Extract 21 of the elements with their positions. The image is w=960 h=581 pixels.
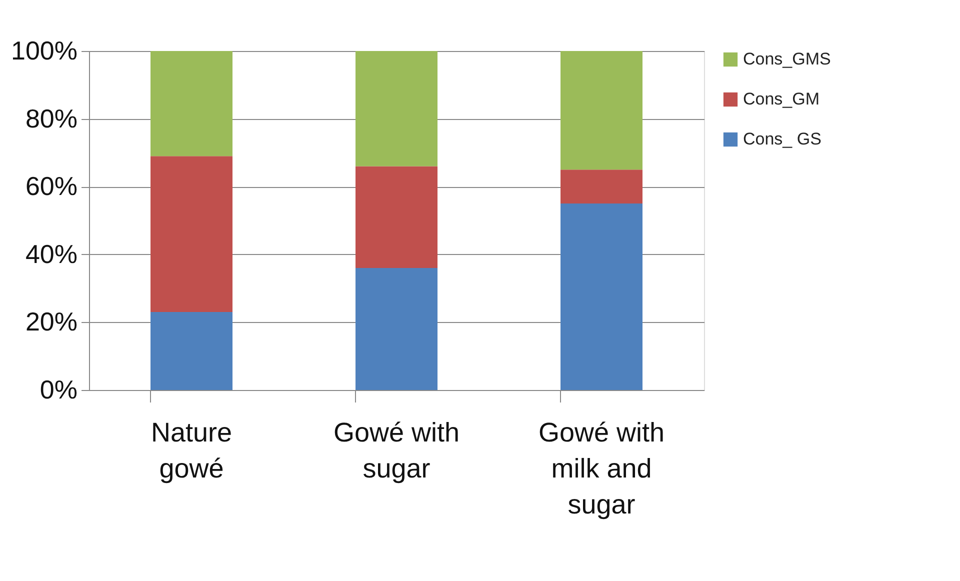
y-tick-label: 20%: [25, 306, 78, 337]
y-tick-label: 0%: [40, 374, 78, 404]
x-tick-label: Nature gowé: [150, 418, 232, 484]
bar: [356, 51, 438, 166]
y-tick-label: 40%: [25, 238, 78, 269]
bar: [356, 268, 438, 390]
y-tick-label: 100%: [11, 36, 78, 66]
y-tick-label: 60%: [25, 171, 78, 202]
bar: [150, 156, 232, 312]
y-tick-label: 80%: [25, 103, 78, 134]
bar: [150, 312, 232, 390]
bar: [150, 51, 232, 156]
bar: [356, 166, 438, 268]
x-tick-label: Gowé with milk and sugar: [538, 418, 665, 520]
bar: [560, 51, 642, 170]
bar: [560, 204, 642, 390]
bar: [560, 170, 642, 204]
legend-label: Cons_GM: [743, 90, 820, 108]
x-tick-label: Gowé with sugar: [333, 418, 460, 484]
legend-label: Cons_ GS: [743, 130, 822, 148]
legend-label: Cons_GMS: [743, 50, 831, 68]
